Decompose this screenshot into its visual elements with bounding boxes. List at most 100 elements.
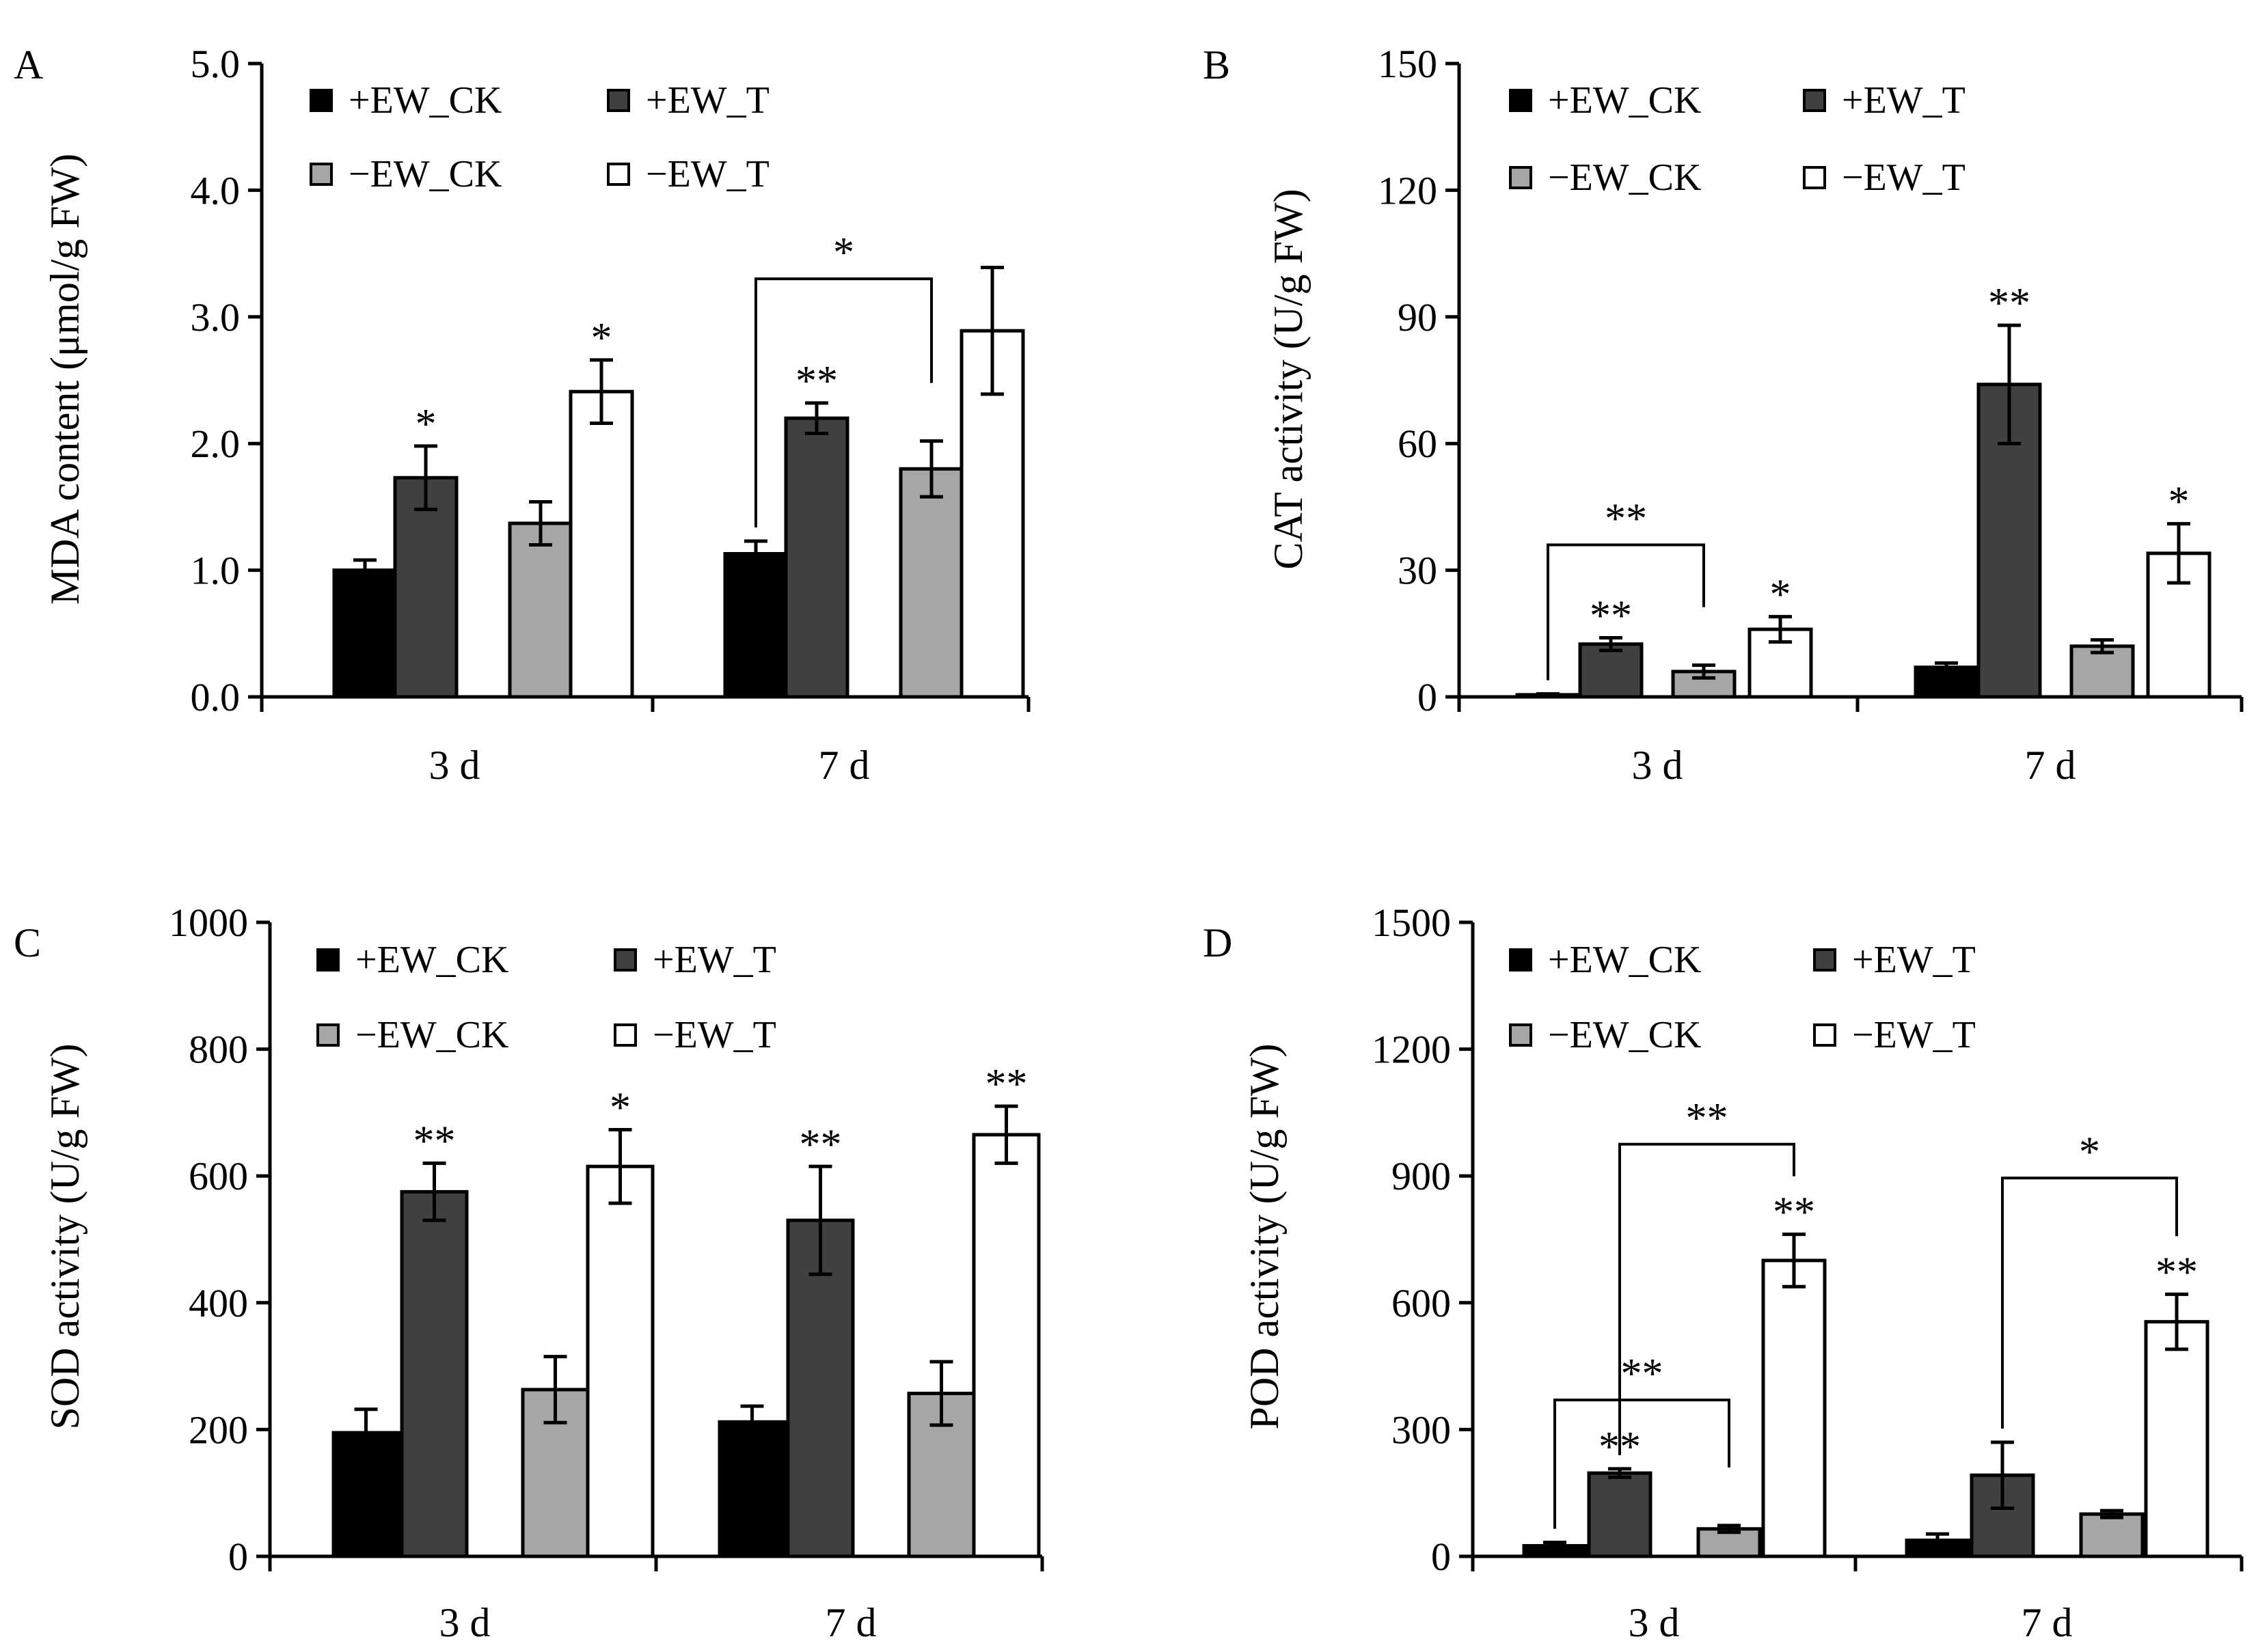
significance-label: **: [800, 1121, 842, 1168]
y-tick-label: 1000: [169, 900, 248, 945]
significance-label: **: [985, 1061, 1028, 1107]
y-axis-title: POD activity (U/g FW): [1242, 1044, 1287, 1430]
legend-label: −EW_CK: [1548, 1014, 1701, 1056]
y-tick-label: 5.0: [191, 42, 241, 86]
panel-b: B CAT activity (U/g FW) 3 d 7 d +EW_CK +…: [1203, 42, 2244, 788]
legend-label: −EW_T: [1842, 156, 1965, 199]
legend-swatch: [614, 948, 637, 972]
legend-label: +EW_T: [1842, 79, 1965, 122]
bracket-label: *: [833, 230, 854, 276]
y-tick-label: 900: [1391, 1154, 1451, 1198]
legend-swatch: [607, 89, 630, 112]
y-tick-label: 600: [189, 1154, 248, 1198]
legend-swatch: [1803, 166, 1826, 189]
y-tick-label: 0: [1417, 675, 1437, 719]
legend-label: +EW_CK: [1548, 939, 1701, 981]
y-tick-label: 60: [1398, 422, 1437, 466]
legend-label: +EW_T: [1852, 939, 1976, 981]
y-tick-label: 600: [1391, 1281, 1451, 1325]
significance-label: **: [2155, 1249, 2198, 1295]
significance-bracket: [1618, 1142, 1795, 1455]
significance-label: *: [2168, 479, 2190, 525]
legend-label: +EW_CK: [1548, 79, 1701, 122]
bar: [332, 568, 398, 699]
legend-swatch: [1813, 1023, 1836, 1047]
legend-label: +EW_T: [646, 79, 770, 122]
y-axis-title: SOD activity (U/g FW): [42, 1044, 87, 1430]
legend-swatch: [614, 1023, 637, 1047]
legend-label: −EW_T: [653, 1014, 776, 1056]
legend-swatch: [1509, 166, 1532, 189]
legend-label: −EW_T: [646, 153, 770, 195]
x-tick-label: 7 d: [2025, 743, 2076, 788]
bar: [899, 467, 964, 699]
legend-label: +EW_CK: [355, 939, 508, 981]
bar: [784, 416, 849, 699]
significance-label: *: [610, 1084, 631, 1131]
bar: [1761, 1258, 1827, 1558]
legend-swatch: [607, 163, 630, 186]
legend-label: +EW_CK: [349, 79, 502, 122]
panel-a: A MDA content (μmol/g FW) 3 d 7 d +EW_CK…: [14, 42, 1031, 788]
legend: +EW_CK +EW_T −EW_CK −EW_T: [1509, 79, 1965, 199]
bar: [586, 1164, 655, 1558]
y-tick-label: 90: [1398, 295, 1437, 340]
bar: [400, 1189, 469, 1558]
legend-label: −EW_CK: [355, 1014, 508, 1056]
significance-label: *: [1770, 572, 1791, 618]
panel-label: A: [14, 42, 43, 87]
y-tick-label: 0: [228, 1534, 248, 1579]
legend: +EW_CK +EW_T −EW_CK −EW_T: [1509, 939, 1976, 1056]
panel-c: C SOD activity (U/g FW) 3 d 7 d +EW_CK +…: [14, 900, 1044, 1645]
legend-swatch: [1803, 89, 1826, 112]
bar: [2144, 1320, 2209, 1558]
significance-label: **: [1773, 1189, 1815, 1236]
x-tick-label: 3 d: [429, 743, 480, 788]
bar: [1587, 1471, 1652, 1558]
legend-label: −EW_T: [1852, 1014, 1976, 1056]
y-tick-label: 30: [1398, 549, 1437, 593]
x-tick-label: 3 d: [1629, 1600, 1680, 1645]
x-tick-label: 7 d: [826, 1600, 877, 1645]
legend: +EW_CK +EW_T −EW_CK −EW_T: [316, 939, 776, 1056]
significance-label: **: [1590, 592, 1632, 639]
y-tick-label: 800: [189, 1028, 248, 1072]
legend-label: −EW_CK: [349, 153, 502, 195]
significance-bracket: [1547, 543, 1705, 680]
significance-label: *: [591, 315, 612, 361]
bar: [972, 1133, 1041, 1558]
legend-swatch: [1813, 948, 1836, 972]
y-tick-label: 200: [189, 1407, 248, 1452]
y-tick-label: 1500: [1372, 900, 1451, 945]
x-tick-label: 7 d: [2022, 1600, 2073, 1645]
bracket-label: **: [1686, 1095, 1728, 1142]
panel-label: B: [1203, 42, 1230, 87]
significance-label: **: [795, 358, 838, 404]
x-tick-label: 3 d: [1632, 743, 1683, 788]
significance-label: *: [416, 401, 437, 448]
y-tick-label: 120: [1378, 168, 1437, 212]
bar: [508, 521, 573, 699]
bracket-label: **: [1605, 496, 1647, 542]
y-tick-label: 2.0: [191, 422, 241, 466]
y-tick-label: 300: [1391, 1407, 1451, 1452]
bracket-label: *: [2079, 1129, 2100, 1175]
bracket-label: **: [1621, 1351, 1663, 1397]
y-tick-label: 150: [1378, 42, 1437, 86]
legend-swatch: [316, 1023, 340, 1047]
y-tick-label: 1200: [1372, 1028, 1451, 1072]
bar: [723, 551, 789, 699]
legend-swatch: [316, 948, 340, 972]
legend: +EW_CK +EW_T −EW_CK −EW_T: [310, 79, 770, 195]
legend-label: +EW_T: [653, 939, 776, 981]
y-axis-title: CAT activity (U/g FW): [1266, 189, 1311, 569]
legend-swatch: [310, 89, 333, 112]
panel-label: C: [14, 920, 41, 965]
y-axis-title: MDA content (μmol/g FW): [42, 154, 87, 605]
legend-swatch: [310, 163, 333, 186]
legend-label: −EW_CK: [1548, 156, 1701, 199]
x-tick-label: 3 d: [439, 1600, 491, 1645]
bar: [569, 389, 634, 699]
legend-swatch: [1509, 948, 1532, 972]
panel-d: D POD activity (U/g FW) 3 d 7 d +EW_CK +…: [1203, 900, 2244, 1645]
